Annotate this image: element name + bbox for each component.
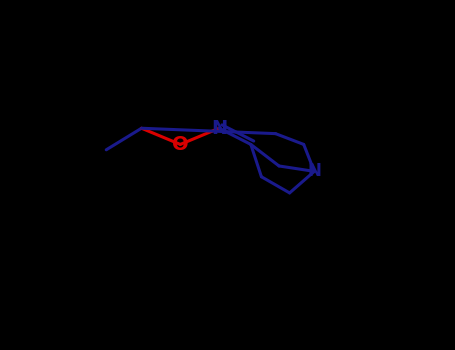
Text: O: O bbox=[172, 135, 189, 154]
Text: N: N bbox=[211, 119, 227, 138]
Text: N: N bbox=[308, 162, 321, 180]
